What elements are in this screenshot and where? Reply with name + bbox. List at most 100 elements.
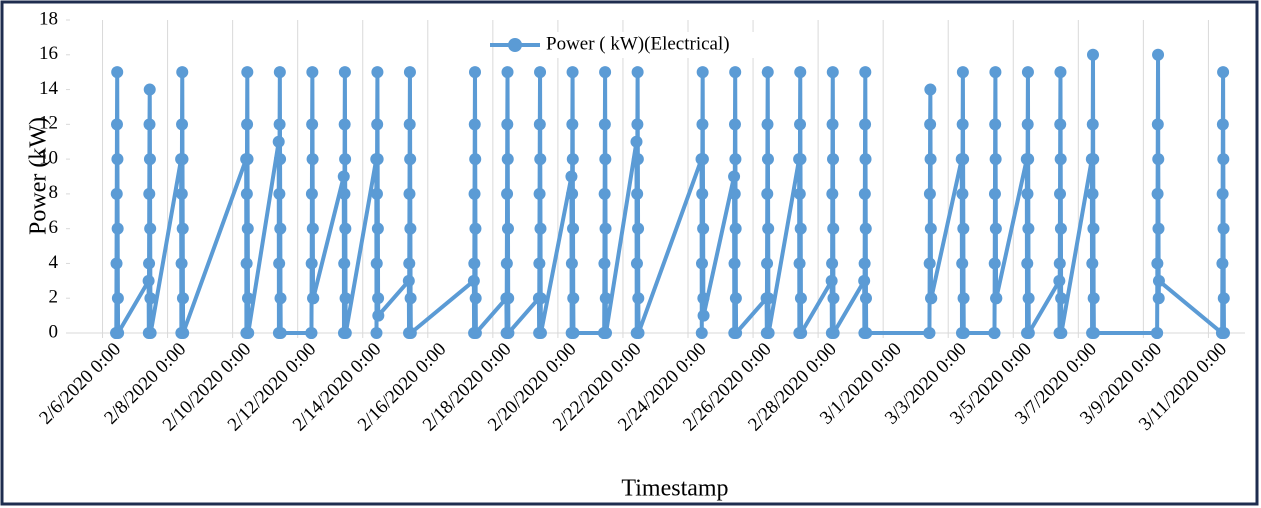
data-point bbox=[793, 257, 806, 270]
data-point bbox=[600, 327, 613, 339]
data-point bbox=[989, 153, 1002, 166]
data-point bbox=[859, 292, 872, 305]
data-point bbox=[729, 222, 742, 235]
data-point bbox=[825, 274, 838, 287]
data-point bbox=[1152, 274, 1165, 287]
data-point bbox=[468, 257, 481, 270]
data-point bbox=[1021, 257, 1034, 270]
data-point bbox=[1053, 274, 1066, 287]
data-point bbox=[404, 292, 417, 305]
data-point bbox=[599, 66, 612, 79]
data-point bbox=[1087, 153, 1100, 166]
data-point bbox=[306, 118, 319, 131]
data-point bbox=[176, 66, 189, 79]
data-point bbox=[761, 66, 774, 79]
data-point bbox=[176, 118, 189, 131]
y-axis-title: Power (kW) bbox=[26, 117, 52, 235]
legend-bg bbox=[544, 32, 789, 58]
data-point bbox=[177, 327, 190, 339]
data-point bbox=[404, 327, 417, 339]
data-point bbox=[729, 153, 742, 166]
data-point bbox=[111, 222, 124, 235]
data-point bbox=[1087, 292, 1100, 305]
data-point bbox=[696, 153, 709, 166]
data-point bbox=[110, 118, 123, 131]
data-point bbox=[923, 327, 936, 339]
data-point bbox=[403, 66, 416, 79]
data-point bbox=[371, 66, 384, 79]
data-point bbox=[632, 222, 645, 235]
data-point bbox=[273, 66, 286, 79]
data-point bbox=[762, 327, 775, 339]
data-point bbox=[1217, 327, 1230, 339]
data-point bbox=[826, 66, 839, 79]
data-point bbox=[827, 222, 840, 235]
data-point bbox=[1021, 66, 1034, 79]
data-point bbox=[860, 327, 873, 339]
data-point bbox=[144, 222, 157, 235]
data-point bbox=[794, 222, 807, 235]
data-point bbox=[1152, 292, 1165, 305]
data-point bbox=[305, 187, 318, 200]
data-point bbox=[404, 153, 417, 166]
data-point bbox=[370, 327, 383, 339]
data-point bbox=[859, 118, 872, 131]
data-point bbox=[306, 153, 319, 166]
data-point bbox=[468, 187, 481, 200]
data-point bbox=[1217, 292, 1230, 305]
data-point bbox=[1022, 292, 1035, 305]
data-point bbox=[598, 187, 611, 200]
data-point bbox=[338, 118, 351, 131]
data-point bbox=[988, 187, 1001, 200]
data-point bbox=[1021, 187, 1034, 200]
data-point bbox=[762, 292, 775, 305]
data-point bbox=[501, 66, 514, 79]
data-point bbox=[826, 187, 839, 200]
y-tick-label: 16 bbox=[39, 43, 58, 64]
data-point bbox=[697, 222, 710, 235]
data-point bbox=[534, 153, 547, 166]
data-point bbox=[728, 187, 741, 200]
data-point bbox=[274, 292, 287, 305]
data-point bbox=[110, 187, 123, 200]
data-point bbox=[240, 187, 253, 200]
data-point bbox=[695, 327, 708, 339]
y-tick-label: 10 bbox=[39, 147, 58, 168]
data-point bbox=[144, 327, 157, 339]
data-point bbox=[827, 153, 840, 166]
data-point bbox=[502, 292, 515, 305]
data-point bbox=[241, 118, 254, 131]
data-point bbox=[176, 153, 189, 166]
data-point bbox=[402, 274, 415, 287]
x-axis-title: Timestamp bbox=[621, 476, 728, 502]
data-point bbox=[372, 292, 385, 305]
data-point bbox=[957, 153, 970, 166]
data-point bbox=[729, 66, 742, 79]
data-point bbox=[989, 222, 1002, 235]
y-tick-label: 0 bbox=[49, 321, 59, 342]
data-point bbox=[1217, 66, 1230, 79]
data-point bbox=[1216, 257, 1229, 270]
data-point bbox=[469, 327, 482, 339]
data-point bbox=[697, 309, 710, 322]
data-point bbox=[859, 153, 872, 166]
data-point bbox=[403, 257, 416, 270]
data-point bbox=[923, 187, 936, 200]
data-point bbox=[827, 327, 840, 339]
data-point bbox=[728, 170, 741, 183]
data-point bbox=[795, 327, 808, 339]
data-point bbox=[1054, 222, 1067, 235]
data-point bbox=[242, 327, 255, 339]
data-point bbox=[176, 222, 189, 235]
data-point bbox=[565, 170, 578, 183]
data-point bbox=[567, 222, 580, 235]
data-point bbox=[1151, 118, 1164, 131]
y-tick-label: 12 bbox=[39, 113, 58, 134]
data-point bbox=[599, 153, 612, 166]
data-point bbox=[372, 309, 385, 322]
data-point bbox=[274, 327, 287, 339]
y-tick-label: 14 bbox=[39, 78, 59, 99]
data-point bbox=[630, 135, 643, 148]
data-point bbox=[533, 187, 546, 200]
data-point bbox=[599, 222, 612, 235]
